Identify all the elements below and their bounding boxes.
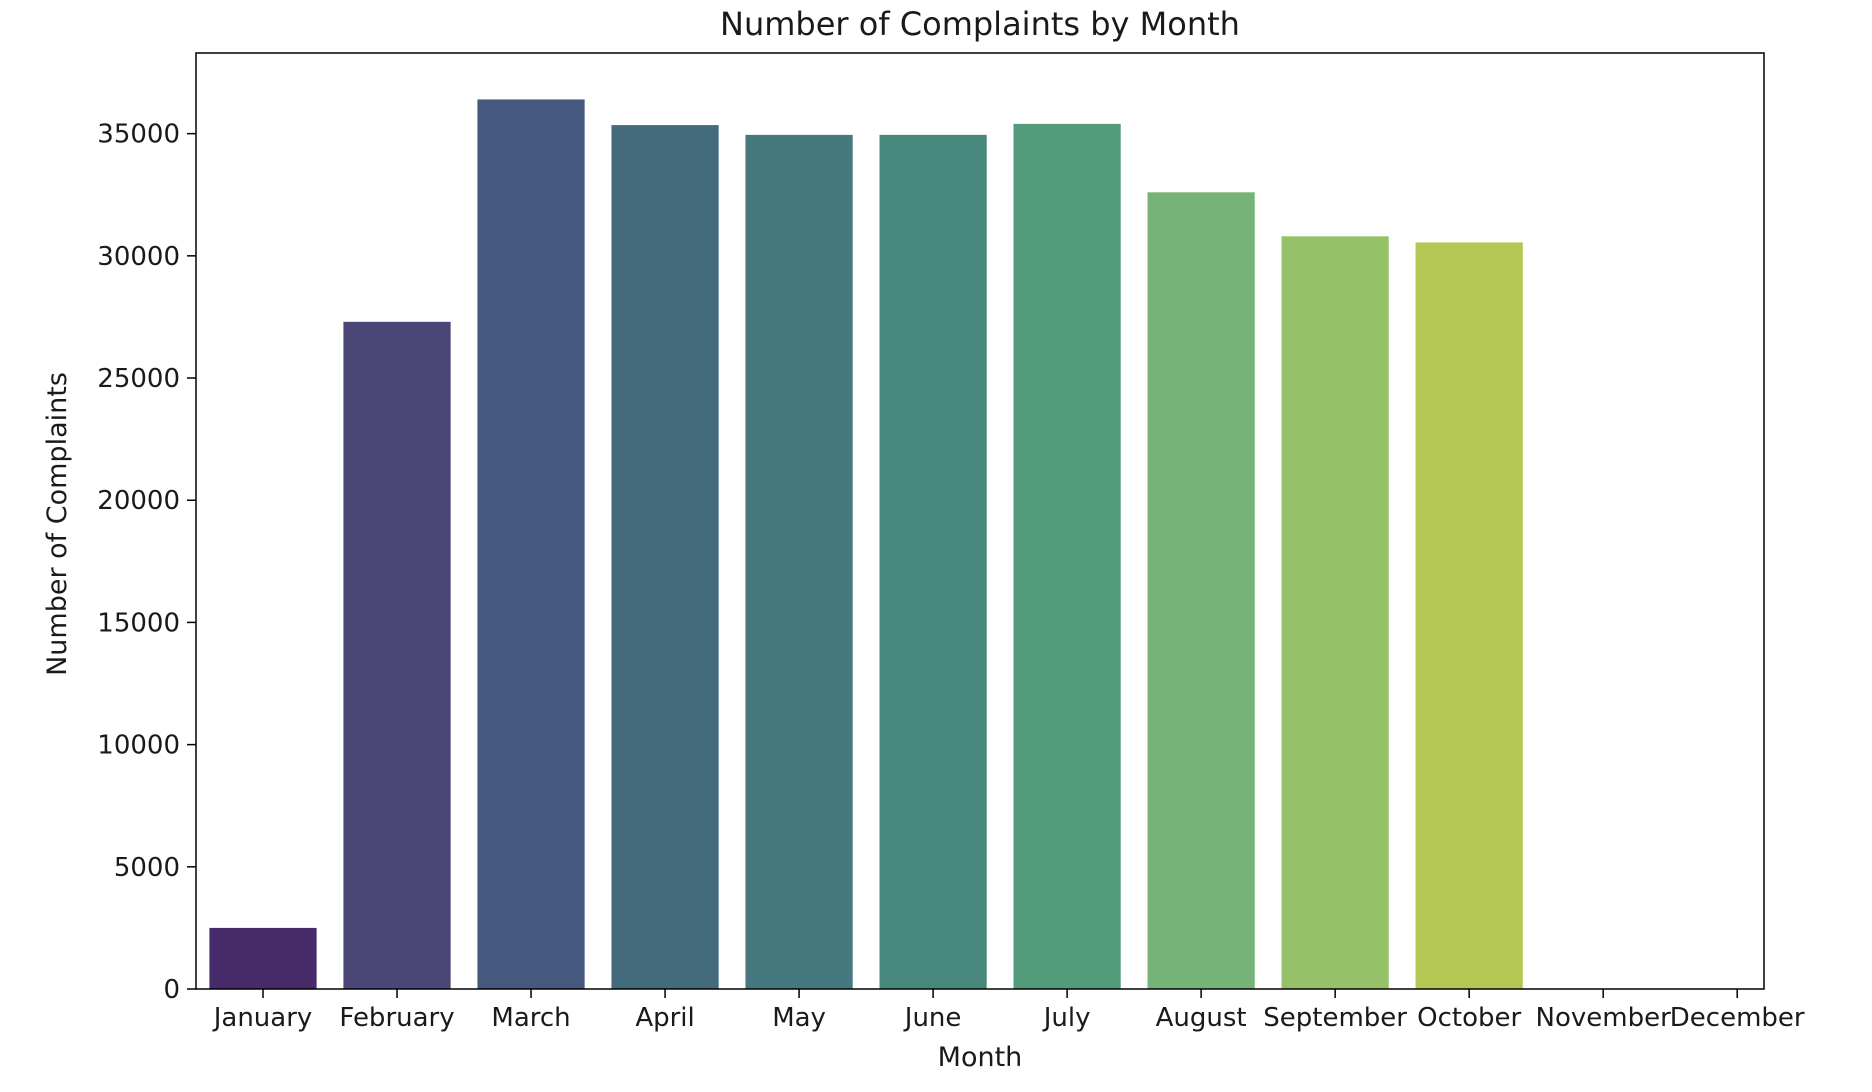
x-tick-label: May [772, 1003, 826, 1033]
y-tick-label: 5000 [114, 853, 180, 883]
bar-january [209, 927, 317, 989]
bar-august [1147, 192, 1255, 989]
y-axis-label: Number of Complaints [42, 372, 73, 676]
x-tick-label: January [212, 1003, 313, 1033]
bar-april [611, 125, 719, 989]
y-tick-label: 15000 [97, 608, 180, 638]
x-tick-label: July [1042, 1003, 1091, 1033]
bar-may [745, 134, 853, 989]
x-tick-label: March [491, 1003, 570, 1033]
x-tick-label: April [635, 1003, 694, 1033]
y-tick-label: 30000 [97, 242, 180, 272]
x-tick-label: June [903, 1003, 962, 1033]
y-tick-label: 20000 [97, 486, 180, 516]
bar-july [1013, 123, 1121, 989]
x-tick-label: August [1156, 1003, 1247, 1033]
bar-june [879, 134, 987, 989]
plot-frame [195, 52, 1765, 990]
plot-area: 0 5000 10000 15000 20000 25000 30000 35000 Janua… [97, 52, 1805, 1033]
x-tick-label: February [339, 1003, 454, 1033]
bar-september [1281, 236, 1389, 990]
y-tick-label: 35000 [97, 120, 180, 150]
chart-title: Number of Complaints by Month [720, 5, 1240, 43]
bar-march [477, 99, 585, 990]
y-tick-label: 25000 [97, 364, 180, 394]
x-tick-label: December [1670, 1003, 1805, 1033]
x-axis-label: Month [938, 1042, 1023, 1073]
bar-october [1415, 242, 1523, 989]
y-tick-label: 10000 [97, 731, 180, 761]
bar-february [343, 321, 451, 989]
y-tick-label: 0 [163, 975, 180, 1005]
x-tick-label: October [1417, 1003, 1521, 1033]
x-tick-label: September [1263, 1003, 1407, 1033]
x-tick-label: November [1536, 1003, 1672, 1033]
